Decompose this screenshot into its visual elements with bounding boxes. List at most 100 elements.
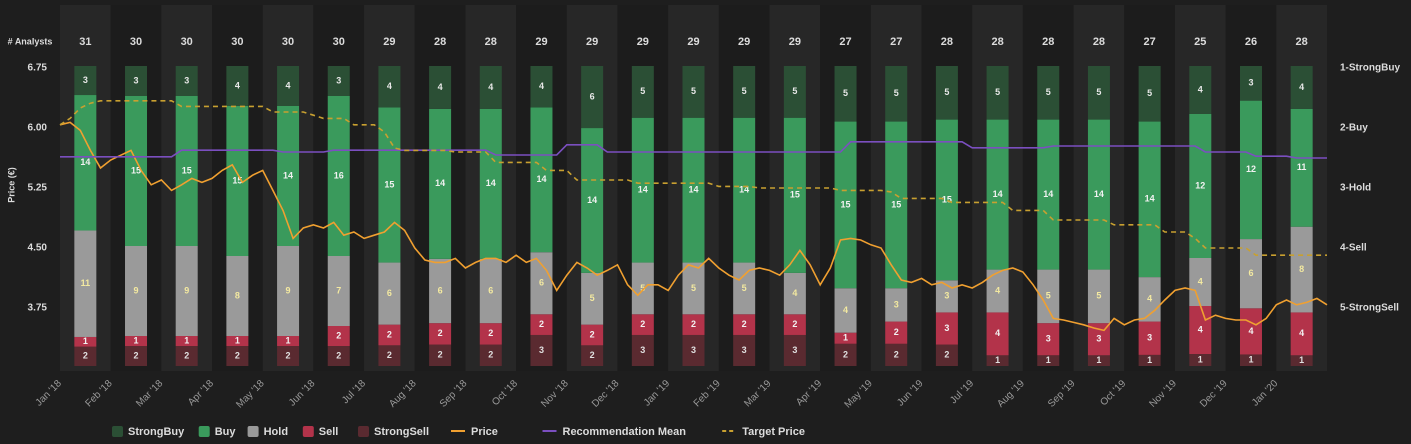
segment-label: 2 [590,350,595,360]
segment-label: 3 [944,323,949,333]
bar-segment [631,314,654,335]
bar-segment [226,256,249,336]
segment-label: 2 [894,349,899,359]
bar-segment [733,262,756,315]
segment-label: 1 [1299,355,1304,365]
segment-label: 15 [790,190,800,200]
bar-segment [530,334,553,366]
segment-label: 14 [688,185,698,195]
segment-label: 6 [438,285,443,295]
bar-segment [125,66,148,96]
segment-label: 4 [387,81,392,91]
segment-label: 3 [944,291,949,301]
segment-label: 14 [993,189,1003,199]
segment-label: 14 [536,174,546,184]
segment-label: 3 [539,345,544,355]
bar-segment [682,66,705,118]
analyst-count: 29 [383,36,395,48]
segment-label: 2 [336,330,341,340]
segment-label: 5 [1096,87,1101,97]
bar-segment [682,334,705,366]
segment-label: 1 [134,335,139,345]
legend: StrongBuy Buy Hold Sell StrongSell Price Recom… [112,426,805,438]
bar-segment [834,66,857,122]
bar-segment [885,321,908,344]
segment-label: 3 [1046,334,1051,344]
segment-label: 1 [1046,355,1051,365]
analyst-count: 30 [130,36,142,48]
bar-segment [1087,323,1110,356]
x-tick-label: Jun '18 [287,378,318,409]
analyst-count: 30 [181,36,193,48]
bar-segment [327,346,350,366]
bar-segment [530,107,553,253]
bar-segment [733,66,756,118]
legend-label: StrongSell [374,426,429,438]
legend-swatch [302,426,314,437]
y-tick-label: 4.50 [28,243,48,254]
bar-segment [682,117,705,263]
y-tick-label: 6.00 [28,123,48,134]
segment-label: 4 [1198,84,1203,94]
segment-label: 14 [739,185,749,195]
bar-segment [1290,66,1313,109]
segment-label: 16 [334,170,344,180]
segment-label: 4 [1147,294,1152,304]
segment-label: 1 [843,333,848,343]
legend-label: Recommendation Mean [563,426,687,438]
segment-label: 4 [488,82,493,92]
segment-label: 2 [944,350,949,360]
y-tick-label: 3.75 [28,303,48,314]
bar-segment [1290,226,1313,313]
segment-label: 15 [384,179,394,189]
segment-label: 2 [742,319,747,329]
segment-label: 4 [792,288,797,298]
segment-label: 14 [80,157,90,167]
bar-segment [1189,306,1212,354]
bar-segment [125,346,148,366]
segment-label: 3 [1248,78,1253,88]
analyst-count: 31 [79,36,91,48]
bar-segment [885,288,908,322]
analyst-count: 27 [839,36,851,48]
bar-segment [1037,66,1060,120]
bar-segment [986,355,1009,366]
segment-label: 4 [1198,276,1203,286]
analyst-count: 29 [738,36,750,48]
bar-segment [682,314,705,335]
segment-label: 2 [792,319,797,329]
bar-segment [226,66,249,106]
x-tick-label: Nov '18 [539,378,571,410]
segment-label: 6 [1248,268,1253,278]
segment-label: 1 [1248,355,1253,365]
bar-segment [682,262,705,315]
segment-label: 2 [488,350,493,360]
segment-label: 2 [488,328,493,338]
segment-label: 2 [438,328,443,338]
bar-segment [530,252,553,315]
bar-segment [733,334,756,366]
x-tick-label: Oct '18 [490,378,520,408]
analyst-count: 30 [333,36,345,48]
bar-segment [1290,108,1313,227]
segment-label: 5 [742,86,747,96]
bar-segment [986,119,1009,270]
segment-label: 4 [995,285,1000,295]
x-tick-label: Jul '18 [340,378,368,406]
segment-label: 3 [1147,333,1152,343]
analyst-count: 29 [637,36,649,48]
segment-label: 4 [1198,324,1203,334]
segment-label: 5 [1046,291,1051,301]
segment-label: 14 [587,195,597,205]
y-axis-title: Price (€) [6,167,16,203]
segment-label: 12 [1246,164,1256,174]
bar-segment [1087,119,1110,270]
bar-segment [581,128,604,273]
x-tick-label: May '18 [234,378,267,411]
x-tick-label: Jul '19 [948,378,976,406]
segment-label: 4 [539,81,544,91]
bar-segment [429,344,452,366]
y-tick-label: 6.75 [28,63,48,74]
segment-label: 12 [1195,180,1205,190]
segment-label: 1 [184,335,189,345]
